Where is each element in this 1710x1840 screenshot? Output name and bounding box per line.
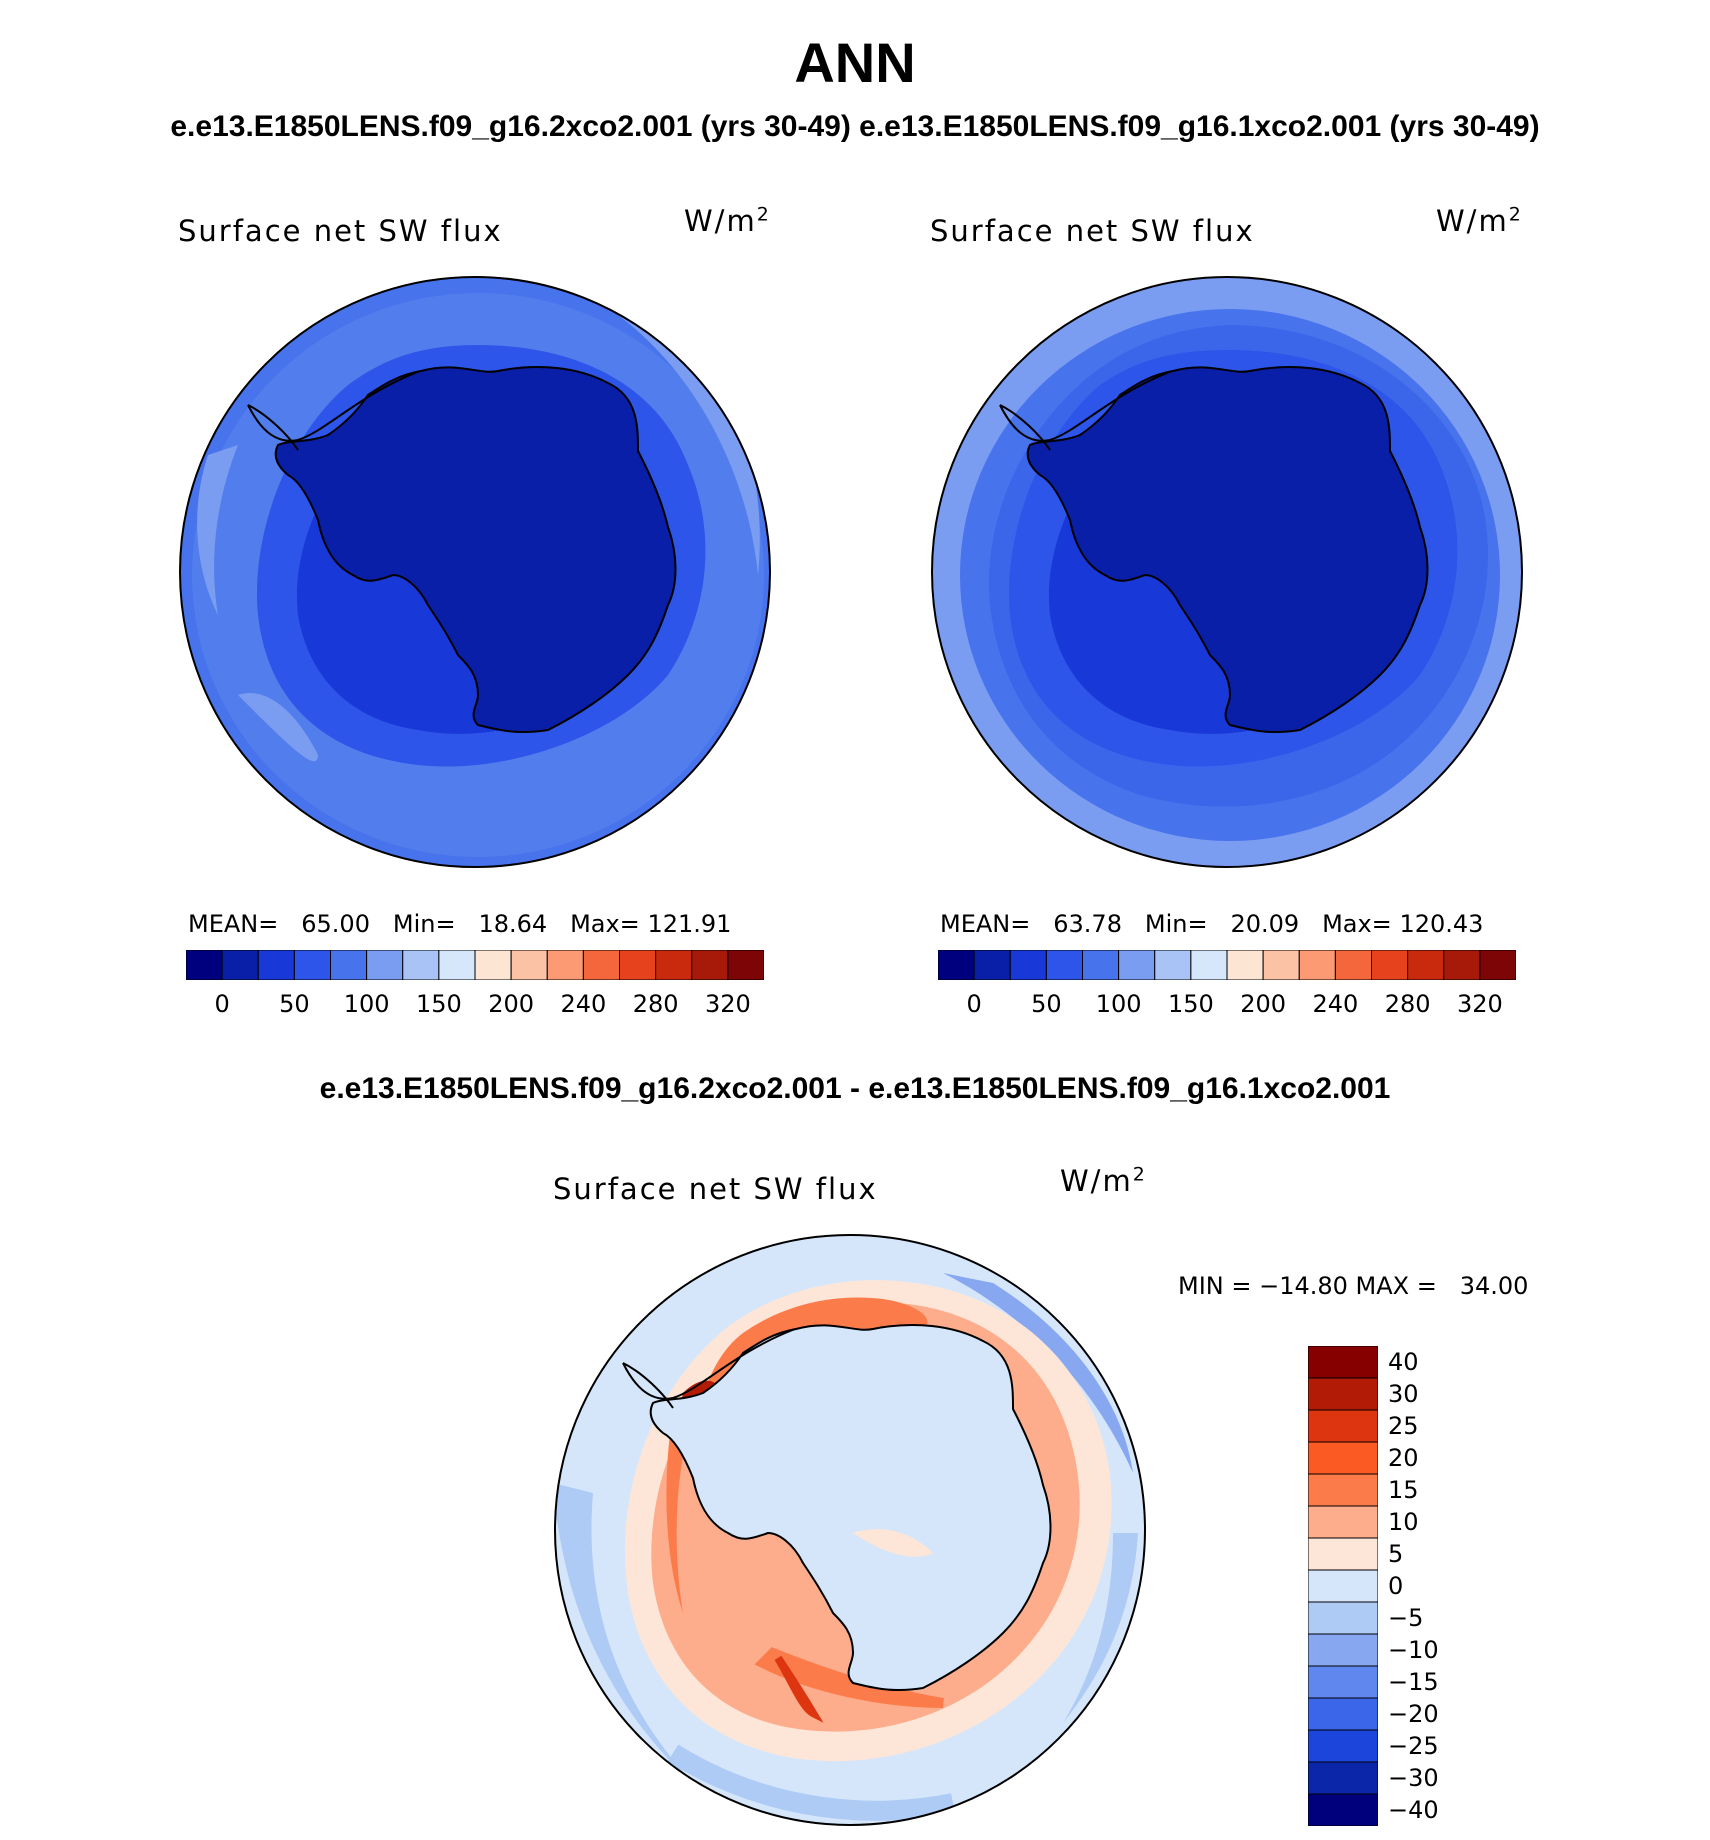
colorbar-swatch	[257, 950, 295, 980]
colorbar-tick-label: 20	[1388, 1444, 1419, 1472]
colorbar-swatch	[727, 950, 764, 980]
colorbar-swatch	[1154, 950, 1192, 980]
colorbar-tick-label: 200	[1240, 990, 1287, 1018]
panel-2-units: W/m2	[1436, 204, 1523, 238]
colorbar-tick-label: 50	[279, 990, 310, 1018]
colorbar-swatch	[1298, 950, 1336, 980]
colorbar-tick-label: 0	[214, 990, 230, 1018]
colorbar-tick-label: −40	[1388, 1796, 1439, 1824]
colorbar-tick-label: −15	[1388, 1668, 1439, 1696]
panel-1-variable: Surface net SW flux	[178, 214, 503, 248]
colorbar-swatch	[186, 950, 223, 980]
colorbar-swatch	[1118, 950, 1156, 980]
difference-title: e.e13.E1850LENS.f09_g16.2xco2.001 - e.e1…	[319, 1072, 1391, 1105]
colorbar-tick-label: −20	[1388, 1700, 1439, 1728]
colorbar-swatch	[655, 950, 693, 980]
colorbar-swatch	[293, 950, 331, 980]
colorbar-swatch	[1226, 950, 1264, 980]
colorbar-tick-label: 5	[1388, 1540, 1404, 1568]
panel-2-map	[931, 276, 1523, 868]
colorbar-swatch	[1308, 1633, 1378, 1667]
colorbar-tick-label: 100	[343, 990, 390, 1018]
colorbar-tick-label: −25	[1388, 1732, 1439, 1760]
colorbar-swatch	[1308, 1537, 1378, 1571]
panel-2-colorbar-labels: 0 50 100 150 200 240 280 320	[938, 990, 1516, 1020]
panel-2-stats: MEAN= 63.78 Min= 20.09 Max= 120.43	[940, 910, 1484, 938]
colorbar-swatch	[691, 950, 729, 980]
colorbar-tick-label: 0	[966, 990, 982, 1018]
panel-1-stats: MEAN= 65.00 Min= 18.64 Max= 121.91	[188, 910, 732, 938]
colorbar-tick-label: 280	[1384, 990, 1431, 1018]
colorbar-tick-label: 240	[560, 990, 607, 1018]
colorbar-tick-label: −10	[1388, 1636, 1439, 1664]
colorbar-swatch	[582, 950, 620, 980]
cases-subtitle: e.e13.E1850LENS.f09_g16.2xco2.001 (yrs 3…	[170, 110, 1540, 143]
diff-variable: Surface net SW flux	[553, 1172, 878, 1206]
colorbar-swatch	[938, 950, 975, 980]
panel-2-variable: Surface net SW flux	[930, 214, 1255, 248]
colorbar-swatch	[1334, 950, 1372, 980]
colorbar-swatch	[1308, 1665, 1378, 1699]
colorbar-tick-label: 15	[1388, 1476, 1419, 1504]
colorbar-swatch	[510, 950, 548, 980]
panel-2-colorbar	[938, 950, 1516, 980]
colorbar-swatch	[1308, 1505, 1378, 1539]
colorbar-swatch	[1308, 1473, 1378, 1507]
colorbar-tick-label: 150	[1167, 990, 1214, 1018]
colorbar-swatch	[1082, 950, 1120, 980]
colorbar-swatch	[221, 950, 259, 980]
colorbar-swatch	[1308, 1441, 1378, 1475]
colorbar-tick-label: 320	[704, 990, 751, 1018]
colorbar-swatch	[1308, 1793, 1378, 1826]
colorbar-tick-label: −30	[1388, 1764, 1439, 1792]
colorbar-swatch	[1308, 1409, 1378, 1443]
colorbar-swatch	[330, 950, 368, 980]
colorbar-swatch	[366, 950, 404, 980]
colorbar-swatch	[1045, 950, 1083, 980]
colorbar-tick-label: 10	[1388, 1508, 1419, 1536]
colorbar-tick-label: 200	[488, 990, 535, 1018]
panel-1-colorbar	[186, 950, 764, 980]
difference-colorbar	[1308, 1346, 1378, 1826]
colorbar-swatch	[1308, 1346, 1378, 1379]
diff-minmax: MIN = −14.80 MAX = 34.00	[1178, 1272, 1529, 1300]
diff-units: W/m2	[1060, 1164, 1147, 1198]
difference-map	[554, 1234, 1146, 1826]
colorbar-tick-label: 40	[1388, 1348, 1419, 1376]
colorbar-swatch	[1407, 950, 1445, 980]
colorbar-swatch	[1308, 1601, 1378, 1635]
colorbar-swatch	[474, 950, 512, 980]
colorbar-swatch	[1479, 950, 1516, 980]
page-title: ANN	[794, 31, 916, 94]
colorbar-tick-label: 320	[1456, 990, 1503, 1018]
colorbar-tick-label: 25	[1388, 1412, 1419, 1440]
colorbar-tick-label: 50	[1031, 990, 1062, 1018]
panel-1-colorbar-labels: 0 50 100 150 200 240 280 320	[186, 990, 764, 1020]
colorbar-swatch	[1443, 950, 1481, 980]
panel-1-map	[179, 276, 771, 868]
colorbar-swatch	[546, 950, 584, 980]
colorbar-swatch	[402, 950, 440, 980]
difference-colorbar-labels: 40 30 25 20 15 10 5 0 −5 −10 −15 −20 −25 −30 −40	[1388, 1346, 1468, 1826]
colorbar-swatch	[1308, 1697, 1378, 1731]
colorbar-swatch	[1308, 1377, 1378, 1411]
colorbar-tick-label: 0	[1388, 1572, 1404, 1600]
colorbar-swatch	[1308, 1729, 1378, 1763]
colorbar-tick-label: 280	[632, 990, 679, 1018]
colorbar-swatch	[1009, 950, 1047, 980]
colorbar-tick-label: 240	[1312, 990, 1359, 1018]
colorbar-swatch	[1308, 1761, 1378, 1795]
colorbar-swatch	[619, 950, 657, 980]
colorbar-tick-label: 30	[1388, 1380, 1419, 1408]
colorbar-swatch	[1308, 1569, 1378, 1603]
colorbar-tick-label: −5	[1388, 1604, 1424, 1632]
colorbar-tick-label: 100	[1095, 990, 1142, 1018]
colorbar-swatch	[1371, 950, 1409, 980]
panel-1-units: W/m2	[684, 204, 771, 238]
colorbar-swatch	[973, 950, 1011, 980]
colorbar-swatch	[438, 950, 476, 980]
colorbar-swatch	[1190, 950, 1228, 980]
colorbar-tick-label: 150	[415, 990, 462, 1018]
colorbar-swatch	[1262, 950, 1300, 980]
